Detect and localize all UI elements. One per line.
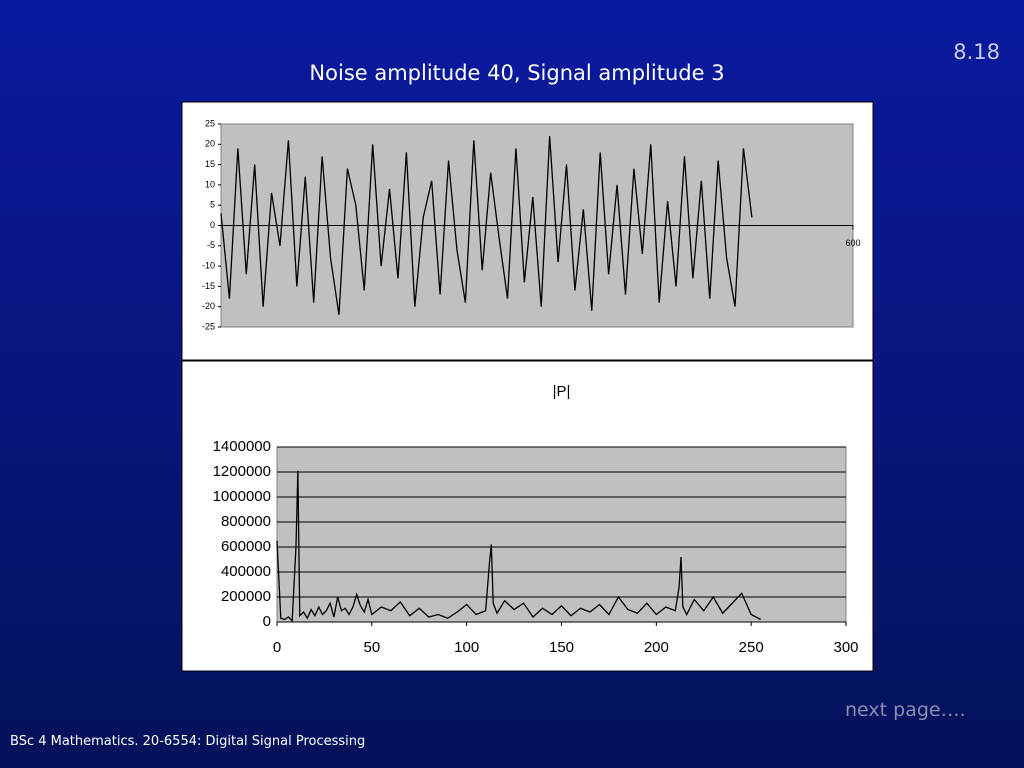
y-tick-label: 0 — [263, 613, 271, 630]
x-tick-label: 50 — [363, 639, 380, 656]
y-tick-label: -10 — [202, 260, 215, 270]
chart-title: |P| — [553, 383, 571, 400]
data-line — [276, 470, 761, 623]
y-tick-label: 5 — [210, 200, 215, 210]
y-tick-label: 400000 — [221, 563, 271, 580]
x-tick-label: 300 — [833, 639, 858, 656]
y-tick-label: 20 — [205, 139, 215, 149]
page-number: 8.18 — [953, 40, 1000, 64]
x-tick-label: 250 — [739, 639, 764, 656]
x-tick-label: 100 — [454, 639, 479, 656]
y-tick-label: 200000 — [221, 588, 271, 605]
y-tick-label: 25 — [205, 118, 215, 128]
x-tick-label: 150 — [549, 639, 574, 656]
y-tick-label: 800000 — [221, 513, 271, 530]
y-tick-label: 1200000 — [213, 463, 271, 480]
y-tick-label: 600000 — [221, 538, 271, 555]
slide-title: Noise amplitude 40, Signal amplitude 3 — [309, 61, 725, 85]
plot-area — [276, 446, 847, 623]
y-tick-label: 1400000 — [213, 438, 271, 455]
y-tick-label: 0 — [210, 220, 215, 230]
y-tick-label: -25 — [202, 321, 215, 331]
x-tick-label: 600 — [845, 238, 860, 248]
y-tick-label: 15 — [205, 159, 215, 169]
y-tick-label: 1000000 — [213, 488, 271, 505]
next-link[interactable]: next page…. — [845, 699, 966, 721]
y-tick-label: 10 — [205, 179, 215, 189]
y-tick-label: -15 — [202, 281, 215, 291]
footer: BSc 4 Mathematics. 20-6554: Digital Sign… — [10, 734, 366, 749]
y-tick-label: -5 — [207, 240, 215, 250]
x-tick-label: 0 — [273, 639, 281, 656]
x-tick-label: 200 — [644, 639, 669, 656]
y-tick-label: -20 — [202, 301, 215, 311]
data-line — [220, 136, 753, 315]
